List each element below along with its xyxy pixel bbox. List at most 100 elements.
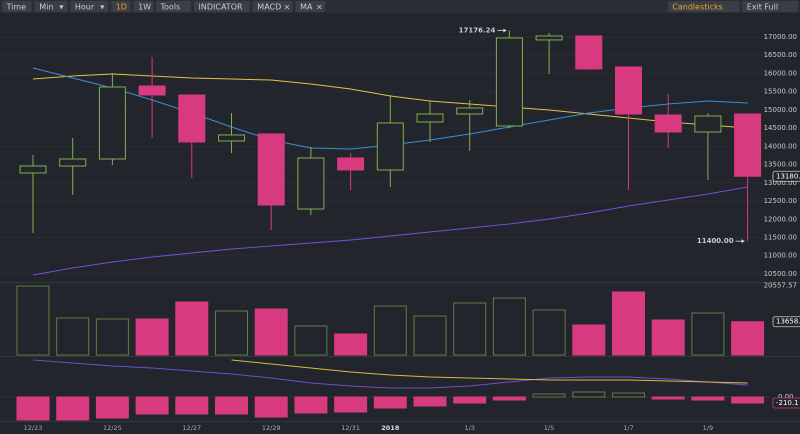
y-tick-label: 10500.00 bbox=[764, 270, 797, 278]
macd-bar bbox=[215, 396, 248, 415]
last-macd-tag: -210.1 bbox=[776, 399, 799, 407]
x-tick-label: 12/25 bbox=[103, 424, 122, 432]
volume-bar bbox=[294, 325, 328, 356]
candle-body bbox=[257, 133, 285, 206]
volume-bar bbox=[215, 310, 248, 356]
candle-body bbox=[495, 37, 523, 127]
volume-bar bbox=[691, 312, 725, 356]
x-tick-label: 12/27 bbox=[182, 424, 201, 432]
volume-tick-label: 20557.57 bbox=[764, 282, 797, 290]
toolbar-button[interactable] bbox=[667, 1, 740, 12]
button-label: Time bbox=[6, 3, 27, 12]
candle-body bbox=[138, 85, 166, 96]
macd-bar bbox=[294, 396, 328, 414]
y-tick-label: 17000.00 bbox=[764, 33, 797, 41]
volume-bar bbox=[95, 318, 129, 356]
y-tick-label: 11000.00 bbox=[764, 252, 797, 260]
macd-tick-label: 0.00 bbox=[778, 393, 794, 401]
volume-bar bbox=[373, 305, 407, 356]
macd-line bbox=[231, 359, 748, 384]
volume-bar bbox=[731, 321, 765, 356]
toolbar-button[interactable] bbox=[133, 1, 153, 12]
toolbar-button[interactable] bbox=[70, 1, 109, 12]
toolbar-button[interactable] bbox=[34, 1, 68, 12]
toolbar-button[interactable] bbox=[742, 1, 798, 12]
candle-body bbox=[337, 157, 365, 171]
macd-bar bbox=[373, 396, 407, 409]
y-tick-label: 15000.00 bbox=[764, 106, 797, 114]
candle-body bbox=[218, 134, 245, 142]
macd-bar bbox=[334, 396, 368, 413]
last-volume-tag-box bbox=[772, 316, 800, 328]
candle-body bbox=[615, 66, 642, 115]
toolbar-button[interactable] bbox=[252, 1, 293, 12]
menu-caret: ▾ bbox=[59, 3, 63, 12]
x-tick-label: 12/29 bbox=[262, 424, 281, 432]
annotation-arrowhead bbox=[741, 239, 745, 244]
macd-bar bbox=[175, 396, 209, 415]
y-tick-label: 13000.00 bbox=[764, 179, 797, 187]
button-label: MACD bbox=[257, 3, 281, 12]
price-annotation: 17176.24 bbox=[459, 27, 496, 35]
y-tick-label: 11500.00 bbox=[764, 234, 797, 242]
button-label: 1W bbox=[138, 3, 151, 12]
candle-body bbox=[416, 113, 444, 123]
candle-body bbox=[654, 114, 682, 133]
close-icon[interactable]: × bbox=[316, 3, 323, 12]
volume-bar bbox=[453, 302, 487, 356]
y-tick-label: 16500.00 bbox=[764, 51, 797, 59]
macd-bar bbox=[95, 396, 129, 419]
candle-body bbox=[297, 157, 325, 210]
volume-bar bbox=[175, 301, 209, 356]
button-label: Candlesticks bbox=[672, 3, 723, 12]
volume-bar bbox=[16, 285, 50, 356]
macd-bar bbox=[16, 396, 50, 421]
candle-body bbox=[575, 35, 603, 70]
volume-bar bbox=[254, 308, 288, 356]
volume-bar bbox=[532, 309, 566, 356]
candle-body bbox=[694, 115, 722, 133]
volume-bar bbox=[413, 315, 447, 356]
toolbar-button[interactable] bbox=[2, 1, 32, 12]
macd-bar bbox=[612, 392, 645, 398]
x-tick-label: 12/23 bbox=[24, 424, 43, 432]
volume-bar bbox=[572, 324, 606, 356]
x-tick-label: 1/9 bbox=[703, 424, 713, 432]
volume-bar bbox=[612, 291, 645, 356]
macd-bar bbox=[651, 396, 685, 400]
toolbar-button[interactable] bbox=[295, 1, 325, 12]
macd-bar bbox=[453, 396, 487, 404]
macd-bar bbox=[56, 396, 90, 421]
volume-bar bbox=[56, 317, 90, 356]
price-annotation: 11400.00 bbox=[697, 237, 734, 245]
close-icon[interactable]: × bbox=[284, 3, 291, 12]
y-tick-label: 14000.00 bbox=[764, 142, 797, 150]
button-label: 1D bbox=[116, 3, 127, 12]
button-label: Hour bbox=[75, 3, 95, 12]
macd-bar bbox=[254, 396, 288, 418]
x-tick-label: 12/31 bbox=[341, 424, 360, 432]
x-tick-label: 1/5 bbox=[544, 424, 554, 432]
toolbar-button[interactable] bbox=[156, 1, 191, 12]
macd-bar bbox=[572, 391, 606, 398]
candle-body bbox=[376, 122, 404, 171]
menu-caret: ▾ bbox=[100, 3, 104, 12]
button-label: Exit Full bbox=[747, 3, 778, 12]
volume-bar bbox=[135, 318, 169, 356]
macd-bar bbox=[731, 396, 765, 404]
toolbar-button[interactable] bbox=[194, 1, 250, 12]
last-macd-tag-box bbox=[772, 397, 800, 409]
toolbar-button[interactable] bbox=[111, 1, 131, 12]
macd-bar bbox=[135, 396, 169, 415]
candle-body bbox=[178, 94, 206, 143]
candle-body bbox=[535, 35, 563, 41]
macd-bar bbox=[492, 396, 526, 401]
x-tick-label: 1/3 bbox=[464, 424, 474, 432]
candle-body bbox=[19, 165, 47, 174]
candle-body bbox=[734, 113, 762, 177]
y-tick-label: 12500.00 bbox=[764, 197, 797, 205]
last-price-tag-box bbox=[772, 170, 800, 182]
y-tick-label: 14500.00 bbox=[764, 124, 797, 132]
